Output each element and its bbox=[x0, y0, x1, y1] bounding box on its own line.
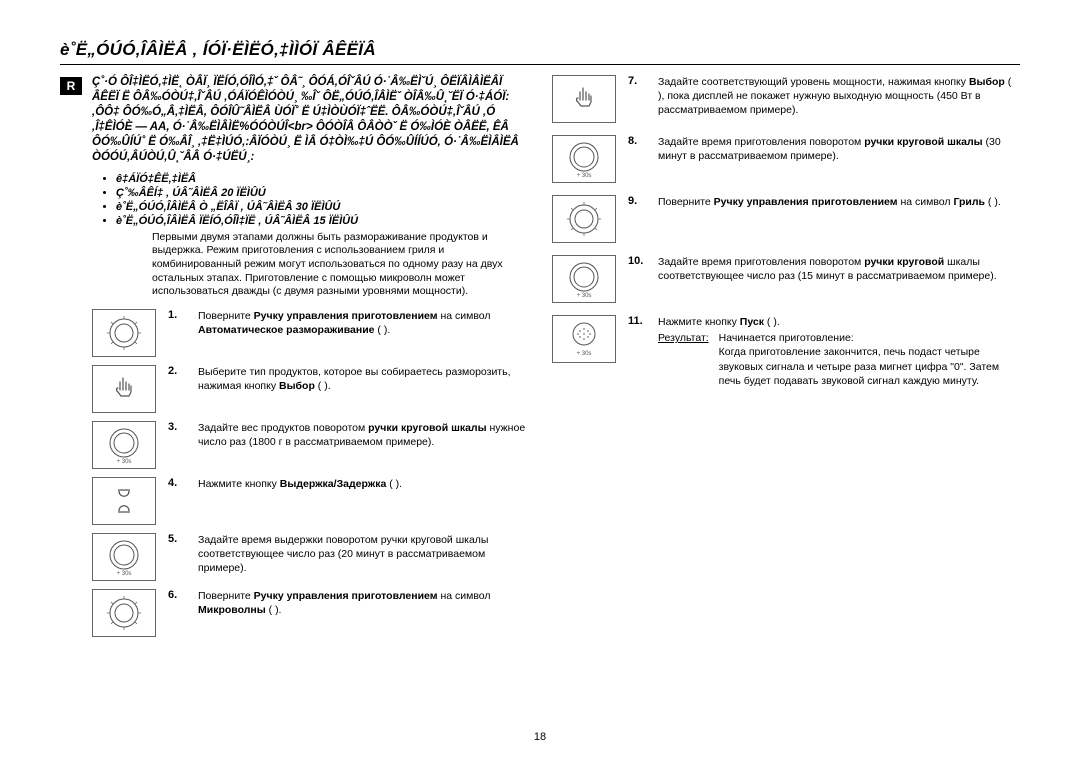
dial-30s-icon: + 30s bbox=[552, 255, 616, 303]
bullet-item: è˚Ë„ÓÚÓ‚ÎÂÌËÂ Ò „ËÎÂÏ ‚ ÚÂ˜ÂÌËÂ 30 ÏËÌÛÚ bbox=[116, 201, 528, 213]
step-row: + 30s 3. Задайте вес продуктов поворотом… bbox=[92, 421, 528, 469]
intro-text: Ç˚·Ó ÔÎ‡ÌËÓ‚‡ÌË˛ ÒÂÏ¸ ÏËÍÓ‚ÓÎÌÓ‚‡ˇ ÔÂ˜¸ … bbox=[92, 75, 528, 165]
step-row: 2. Выберите тип продуктов, которое вы со… bbox=[92, 365, 528, 413]
result-label: Результат: bbox=[658, 331, 709, 388]
bullet-item: è˚Ë„ÓÚÓ‚ÎÂÌËÂ ÏËÍÓ‚ÓÎÌ‡ÏË ‚ ÚÂ˜ÂÌËÂ 15 Ï… bbox=[116, 215, 528, 227]
result-text: Начинается приготовление: Когда приготов… bbox=[719, 331, 1020, 388]
step-row: 6. Поверните Ручку управления приготовле… bbox=[92, 589, 528, 637]
step-number: 3. bbox=[168, 421, 186, 469]
svg-text:+ 30s: + 30s bbox=[577, 173, 592, 179]
step-number: 8. bbox=[628, 135, 646, 183]
step-text: Поверните Ручку управления приготовление… bbox=[198, 309, 528, 357]
step-text: Поверните Ручку управления приготовление… bbox=[658, 195, 1001, 243]
step-row: 7. Задайте соответствующий уровень мощно… bbox=[552, 75, 1020, 123]
step-row: 9. Поверните Ручку управления приготовле… bbox=[552, 195, 1020, 243]
svg-text:+ 30s: + 30s bbox=[117, 571, 132, 577]
step-number: 7. bbox=[628, 75, 646, 123]
step-number: 10. bbox=[628, 255, 646, 303]
left-content: Ç˚·Ó ÔÎ‡ÌËÓ‚‡ÌË˛ ÒÂÏ¸ ÏËÍÓ‚ÓÎÌÓ‚‡ˇ ÔÂ˜¸ … bbox=[92, 75, 528, 645]
svg-text:+ 30s: + 30s bbox=[117, 459, 132, 465]
step-row: 4. Нажмите кнопку Выдержка/Задержка ( ). bbox=[92, 477, 528, 525]
hand-icon bbox=[92, 365, 156, 413]
step-number: 9. bbox=[628, 195, 646, 243]
svg-text:+ 30s: + 30s bbox=[577, 351, 592, 357]
step-row: + 30s 10. Задайте время приготовления по… bbox=[552, 255, 1020, 303]
language-marker: R bbox=[60, 77, 82, 95]
dial-30s-icon: + 30s bbox=[552, 135, 616, 183]
step-text: Поверните Ручку управления приготовление… bbox=[198, 589, 528, 637]
content-columns: R Ç˚·Ó ÔÎ‡ÌËÓ‚‡ÌË˛ ÒÂÏ¸ ÏËÍÓ‚ÓÎÌÓ‚‡ˇ ÔÂ˜… bbox=[60, 75, 1020, 645]
step-text: Задайте вес продуктов поворотом ручки кр… bbox=[198, 421, 528, 469]
bullet-item: Ç˚‰ÂÊÍ‡ ‚ ÚÂ˜ÂÌËÂ 20 ÏËÌÛÚ bbox=[116, 187, 528, 199]
sub-paragraph: Первыми двумя этапами должны быть размор… bbox=[152, 231, 528, 299]
dial-mode-icon bbox=[92, 309, 156, 357]
step-row: + 30s 8. Задайте время приготовления пов… bbox=[552, 135, 1020, 183]
step-number: 2. bbox=[168, 365, 186, 413]
step-number: 4. bbox=[168, 477, 186, 525]
right-column: 7. Задайте соответствующий уровень мощно… bbox=[552, 75, 1020, 645]
start-pad-icon: + 30s bbox=[552, 315, 616, 363]
svg-text:+ 30s: + 30s bbox=[577, 293, 592, 299]
hand-icon bbox=[552, 75, 616, 123]
dial-30s-icon: + 30s bbox=[92, 533, 156, 581]
dial-30s-icon: + 30s bbox=[92, 421, 156, 469]
step-number: 11. bbox=[628, 315, 646, 388]
bullet-list: ê‡ÁÏÓ‡ÊË‚‡ÌËÂ Ç˚‰ÂÊÍ‡ ‚ ÚÂ˜ÂÌËÂ 20 ÏËÌÛÚ… bbox=[106, 173, 528, 227]
step-text: Нажмите кнопку Выдержка/Задержка ( ). bbox=[198, 477, 402, 525]
step-row: + 30s 5. Задайте время выдержки поворото… bbox=[92, 533, 528, 581]
page-number: 18 bbox=[534, 731, 546, 743]
step-text: Задайте время приготовления поворотом ру… bbox=[658, 135, 1020, 183]
result-row: Результат: Начинается приготовление: Ког… bbox=[658, 331, 1020, 388]
step-number: 5. bbox=[168, 533, 186, 581]
page-title: è˚Ë„ÓÚÓ‚ÎÂÌËÂ ‚ ÍÓÏ·ËÌËÓ‚‡ÌÌÓÏ ÂÊËÏÂ bbox=[60, 40, 1020, 65]
step-text: Задайте соответствующий уровень мощности… bbox=[658, 75, 1020, 123]
dial-mode-icon bbox=[552, 195, 616, 243]
step-text: Выберите тип продуктов, которое вы собир… bbox=[198, 365, 528, 413]
step-text: Задайте время выдержки поворотом ручки к… bbox=[198, 533, 528, 581]
left-steps: 1. Поверните Ручку управления приготовле… bbox=[92, 309, 528, 645]
bullet-item: ê‡ÁÏÓ‡ÊË‚‡ÌËÂ bbox=[116, 173, 528, 185]
step-text: Задайте время приготовления поворотом ру… bbox=[658, 255, 1020, 303]
step-row: + 30s 11. Нажмите кнопку Пуск ( ). Резул… bbox=[552, 315, 1020, 388]
hourglass-icon bbox=[92, 477, 156, 525]
left-column: R Ç˚·Ó ÔÎ‡ÌËÓ‚‡ÌË˛ ÒÂÏ¸ ÏËÍÓ‚ÓÎÌÓ‚‡ˇ ÔÂ˜… bbox=[60, 75, 528, 645]
step-text: Нажмите кнопку Пуск ( ). Результат: Начи… bbox=[658, 315, 1020, 388]
step-row: 1. Поверните Ручку управления приготовле… bbox=[92, 309, 528, 357]
dial-mode-icon bbox=[92, 589, 156, 637]
step-number: 6. bbox=[168, 589, 186, 637]
step-number: 1. bbox=[168, 309, 186, 357]
